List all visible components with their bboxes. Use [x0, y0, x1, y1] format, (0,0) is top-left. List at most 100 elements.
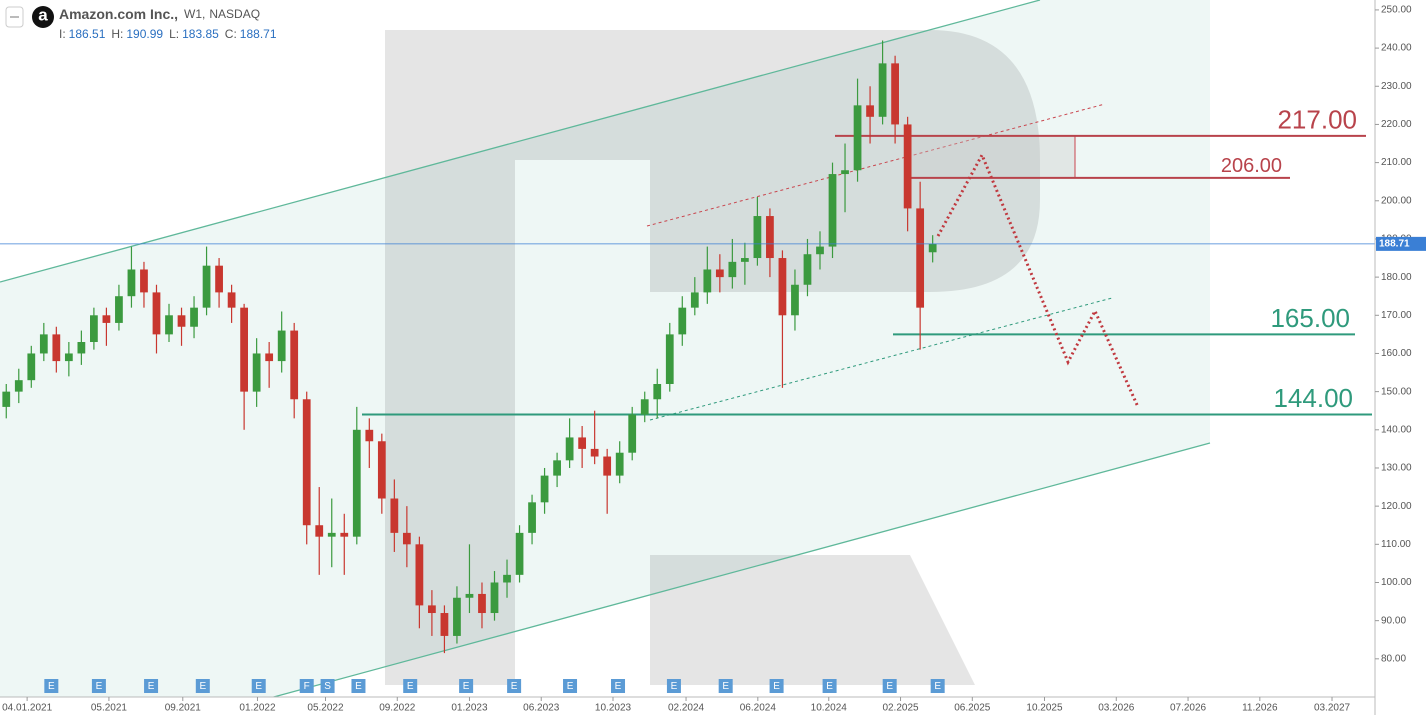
x-tick-label: 06.2025 — [954, 703, 991, 714]
event-label: E — [48, 681, 55, 692]
x-tick-label: 09.2022 — [379, 703, 416, 714]
event-label: E — [148, 681, 155, 692]
candle-body — [503, 574, 511, 583]
event-marker — [507, 679, 522, 693]
candle-body — [190, 307, 198, 327]
event-label: E — [511, 681, 518, 692]
candle-body — [177, 315, 186, 327]
candle-body — [866, 105, 874, 117]
y-tick-label: 140.00 — [1381, 424, 1412, 435]
candle-body — [678, 307, 687, 335]
x-tick-label: 01.2023 — [451, 703, 488, 714]
x-axis-bg — [0, 697, 1426, 715]
ohlc-line: I: 186.51 H: 190.99 L: 183.85 C: 188.71 — [59, 27, 277, 41]
y-tick-label: 200.00 — [1381, 195, 1412, 206]
candle-body — [753, 216, 762, 259]
candle-body — [853, 105, 862, 171]
candle-body — [252, 353, 261, 392]
candle-body — [728, 261, 737, 278]
logo-text: a — [38, 5, 48, 24]
candle-body — [903, 124, 912, 209]
event-label: E — [934, 681, 941, 692]
last-price-box — [1376, 236, 1426, 251]
candle-body — [352, 429, 361, 537]
event-marker — [403, 679, 418, 693]
ohlc-value: 188.71 — [240, 27, 277, 41]
ohlc-label: I: — [59, 27, 66, 41]
candle-body — [528, 502, 536, 533]
y-tick-label: 250.00 — [1381, 5, 1412, 16]
event-marker — [930, 679, 945, 693]
event-label: E — [567, 681, 574, 692]
candle-body — [14, 380, 23, 392]
candle-body — [327, 532, 336, 537]
y-tick-label: 220.00 — [1381, 119, 1412, 130]
candle-body — [465, 593, 474, 598]
candle-body — [165, 315, 173, 335]
event-marker — [91, 679, 106, 693]
symbol-name: Amazon.com Inc., — [59, 6, 178, 22]
y-tick-label: 120.00 — [1381, 501, 1412, 512]
x-tick-label: 03.2026 — [1098, 703, 1135, 714]
candle-body — [227, 292, 236, 308]
y-tick-label: 170.00 — [1381, 310, 1412, 321]
event-label: E — [199, 681, 206, 692]
x-tick-label: 06.2023 — [523, 703, 560, 714]
x-tick-label: 10.2025 — [1026, 703, 1063, 714]
exchange: NASDAQ — [209, 7, 260, 21]
y-tick-label: 130.00 — [1381, 463, 1412, 474]
y-tick-label: 100.00 — [1381, 577, 1412, 588]
event-marker — [822, 679, 837, 693]
candle-body — [39, 334, 48, 354]
candle-body — [515, 532, 524, 575]
candle-body — [690, 292, 699, 308]
watermark — [385, 30, 1040, 685]
candle-body — [315, 525, 324, 537]
x-tick-label: 02.2025 — [882, 703, 919, 714]
event-label: E — [886, 681, 893, 692]
candle-body — [340, 532, 349, 537]
candle-body — [540, 475, 549, 503]
event-marker — [718, 679, 733, 693]
candle-body — [365, 429, 374, 442]
event-marker — [320, 679, 335, 693]
y-tick-label: 180.00 — [1381, 272, 1412, 283]
candle-body — [928, 243, 937, 253]
x-tick-label: 09.2021 — [165, 703, 202, 714]
candle-body — [440, 613, 449, 636]
candle-body — [740, 258, 749, 262]
candles — [0, 40, 1375, 654]
axes: 80.00 90.00 100.00 110.00 120.00 130.00 140.00… — [2, 5, 1426, 714]
event-marker — [611, 679, 626, 693]
level-label: 206.00 — [1221, 155, 1282, 177]
event-marker — [299, 679, 314, 693]
candle-body — [77, 342, 86, 354]
candle-body — [127, 269, 136, 297]
candle-body — [102, 315, 111, 323]
candle-body — [703, 269, 712, 293]
candle-body — [240, 307, 249, 392]
event-marker — [769, 679, 784, 693]
candle-body — [791, 284, 799, 316]
event-label: E — [826, 681, 833, 692]
trend-dashed-lower — [649, 297, 1113, 421]
event-label: S — [324, 681, 331, 692]
candle-body — [64, 353, 73, 362]
event-marker — [195, 679, 210, 693]
candle-body — [52, 334, 61, 362]
candle-body — [478, 593, 486, 614]
candle-body — [390, 498, 399, 533]
candle-body — [428, 605, 436, 614]
event-marker — [459, 679, 474, 693]
channel-upper — [0, 0, 1041, 283]
y-tick-label: 230.00 — [1381, 81, 1412, 92]
candle-body — [778, 258, 787, 316]
candle-body — [553, 460, 561, 476]
candle-body — [140, 269, 148, 293]
candle-body — [640, 399, 649, 415]
candle-body — [302, 399, 311, 526]
event-label: E — [671, 681, 678, 692]
event-marker — [563, 679, 578, 693]
candle-body — [628, 414, 637, 453]
